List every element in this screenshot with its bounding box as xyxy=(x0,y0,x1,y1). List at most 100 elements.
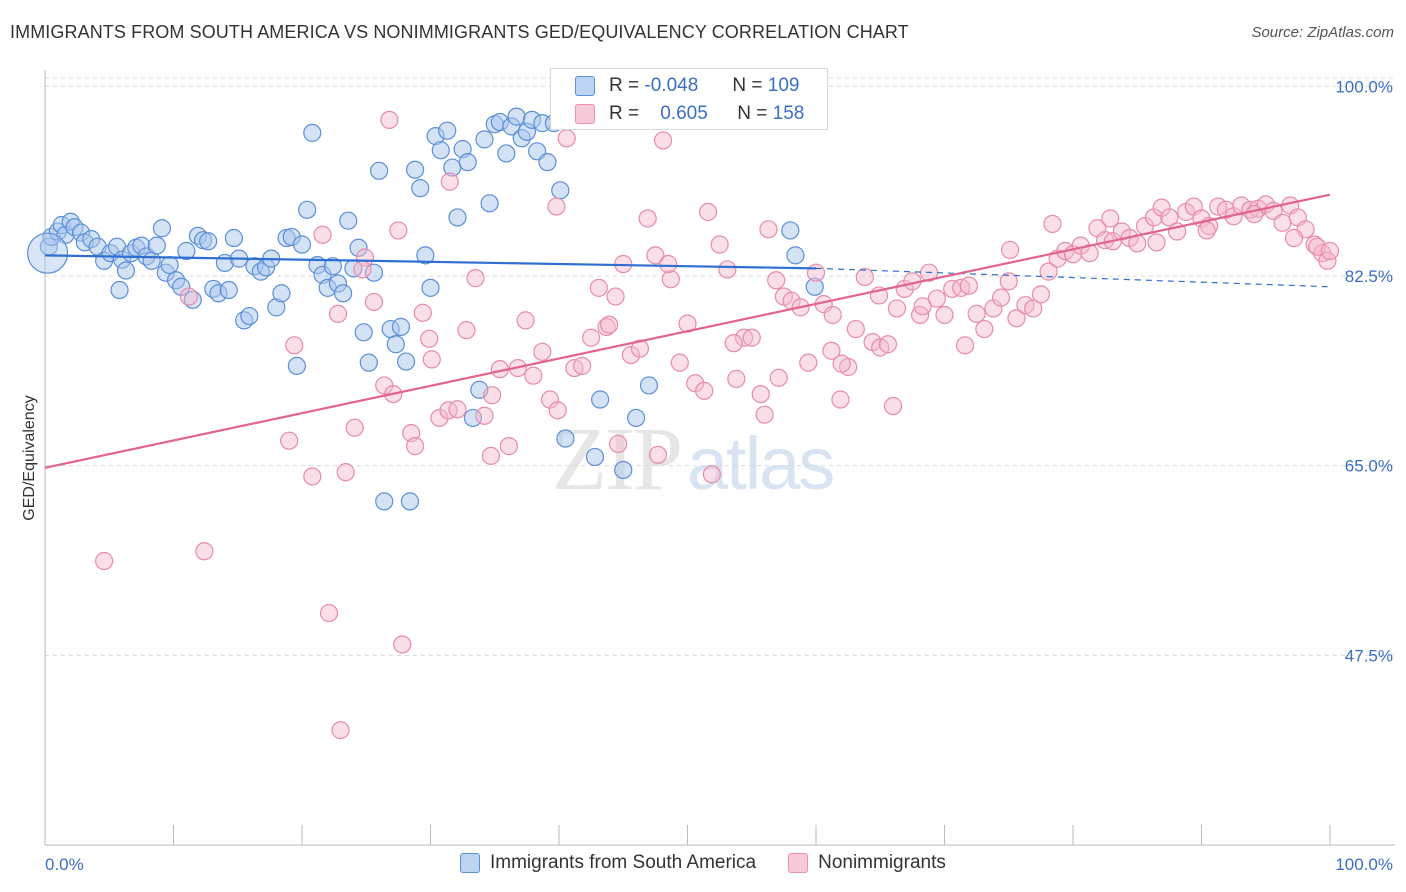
x-tick-label-max: 100.0% xyxy=(1335,855,1393,874)
nonimmigrants-point xyxy=(638,209,657,228)
nonimmigrants-point xyxy=(606,287,625,306)
watermark: ZIPatlas xyxy=(552,408,835,511)
legend-swatch-pink xyxy=(788,853,809,873)
nonimmigrants-point xyxy=(975,319,994,339)
immigrants-point xyxy=(556,429,575,448)
immigrants-point xyxy=(591,390,610,409)
immigrants-point xyxy=(626,408,646,428)
immigrants-point xyxy=(292,235,312,254)
nonimmigrants-point xyxy=(1031,285,1050,304)
nonimmigrants-point xyxy=(609,434,628,454)
nonimmigrants-point xyxy=(806,263,826,282)
nonimmigrants-point xyxy=(799,353,818,372)
nonimmigrants-point xyxy=(742,328,761,347)
nonimmigrants-point xyxy=(695,381,714,400)
grid-lines xyxy=(45,77,1395,656)
immigrants-point xyxy=(386,335,405,354)
immigrants-point xyxy=(448,208,467,227)
immigrants-point xyxy=(349,238,368,257)
x-tick-label-min: 0.0% xyxy=(45,855,84,874)
nonimmigrants-point xyxy=(195,542,214,561)
nonimmigrants-point xyxy=(927,289,946,308)
nonimmigrants-point xyxy=(967,304,986,323)
pink-r-value: 0.605 xyxy=(660,103,708,124)
nonimmigrants-point xyxy=(353,260,372,279)
immigrants-point xyxy=(538,153,557,172)
nonimmigrants-point xyxy=(648,445,668,464)
nonimmigrants-point xyxy=(420,329,439,348)
nonimmigrants-point xyxy=(331,721,350,740)
nonimmigrants-point xyxy=(1101,209,1120,228)
nonimmigrants-point xyxy=(1000,240,1020,260)
nonimmigrants-point xyxy=(457,321,476,340)
immigrants-point xyxy=(199,232,218,251)
nonimmigrants-point xyxy=(734,328,754,347)
immigrants-point xyxy=(585,447,605,467)
y-tick-label: 47.5% xyxy=(1345,646,1393,665)
nonimmigrants-point xyxy=(582,328,601,347)
nonimmigrants-point xyxy=(422,350,441,369)
immigrants-point xyxy=(639,376,659,395)
series-immigrants-points xyxy=(26,79,824,511)
immigrants-point xyxy=(458,153,477,172)
pink-r-label: R = xyxy=(609,103,640,124)
immigrants-point xyxy=(405,160,425,179)
nonimmigrants-point xyxy=(1007,309,1026,328)
immigrants-point xyxy=(475,130,494,149)
nonimmigrants-point xyxy=(1144,208,1164,227)
nonimmigrants-point xyxy=(718,260,737,279)
immigrants-point xyxy=(551,181,570,200)
nonimmigrants-point xyxy=(440,172,459,191)
chart-title: IMMIGRANTS FROM SOUTH AMERICA VS NONIMMI… xyxy=(10,22,909,42)
legend-item-nonimmigrants[interactable]: Nonimmigrants xyxy=(788,852,946,874)
immigrants-point xyxy=(142,251,161,270)
nonimmigrants-point xyxy=(328,304,348,323)
immigrants-point xyxy=(339,211,358,230)
nonimmigrants-point xyxy=(448,400,467,419)
nonimmigrants-trend-line xyxy=(44,193,1331,469)
immigrants-point xyxy=(172,277,191,296)
nonimmigrants-point xyxy=(389,221,408,240)
immigrants-point xyxy=(463,408,483,428)
blue-r-value: -0.048 xyxy=(644,75,699,96)
immigrants-point xyxy=(110,280,129,300)
nonimmigrants-point xyxy=(179,287,199,306)
immigrants-point xyxy=(323,257,342,276)
nonimmigrants-point xyxy=(557,129,576,148)
immigrants-point-large xyxy=(26,232,69,274)
y-tick-label: 82.5% xyxy=(1345,267,1393,286)
nonimmigrants-point xyxy=(653,131,673,150)
nonimmigrants-point xyxy=(405,437,425,456)
immigrants-point xyxy=(480,194,499,213)
nonimmigrants-point xyxy=(524,366,543,385)
immigrants-point xyxy=(370,161,389,180)
nonimmigrants-point xyxy=(336,463,355,482)
nonimmigrants-point xyxy=(999,272,1018,291)
legend-item-immigrants[interactable]: Immigrants from South America xyxy=(460,852,756,874)
immigrants-point xyxy=(219,280,238,300)
nonimmigrants-point xyxy=(1024,299,1043,318)
immigrants-point xyxy=(224,228,243,248)
nonimmigrants-point xyxy=(600,315,619,334)
immigrants-point xyxy=(416,246,435,265)
nonimmigrants-point xyxy=(823,305,842,325)
nonimmigrants-point xyxy=(1273,213,1292,232)
nonimmigrants-point xyxy=(767,271,786,290)
nonimmigrants-point xyxy=(913,297,932,316)
nonimmigrants-point xyxy=(285,336,304,355)
nonimmigrants-point xyxy=(364,292,384,312)
immigrants-point xyxy=(411,179,430,198)
immigrants-point xyxy=(400,492,420,511)
immigrants-point xyxy=(152,219,172,238)
legend: Immigrants from South America Nonimmigra… xyxy=(460,852,978,874)
nonimmigrants-point xyxy=(991,288,1011,307)
y-tick-label: 65.0% xyxy=(1345,457,1393,476)
nonimmigrants-point xyxy=(1043,214,1062,234)
nonimmigrants-point xyxy=(1197,221,1216,240)
nonimmigrants-point xyxy=(670,353,689,372)
nonimmigrants-point xyxy=(597,317,616,336)
watermark-zip: ZIP xyxy=(552,410,683,509)
pink-n-value: 158 xyxy=(772,103,805,124)
nonimmigrants-point xyxy=(466,269,485,288)
